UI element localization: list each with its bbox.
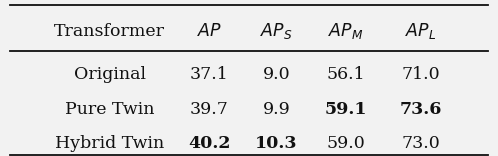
Text: 59.0: 59.0 — [327, 135, 366, 152]
Text: $AP_M$: $AP_M$ — [328, 21, 364, 41]
Text: Original: Original — [74, 66, 145, 83]
Text: 56.1: 56.1 — [327, 66, 366, 83]
Text: $AP$: $AP$ — [197, 23, 222, 40]
Text: 71.0: 71.0 — [401, 66, 440, 83]
Text: 10.3: 10.3 — [255, 135, 298, 152]
Text: Pure Twin: Pure Twin — [65, 101, 154, 118]
Text: 59.1: 59.1 — [325, 101, 368, 118]
Text: 37.1: 37.1 — [190, 66, 229, 83]
Text: 40.2: 40.2 — [188, 135, 231, 152]
Text: $AP_S$: $AP_S$ — [260, 21, 293, 41]
Text: $AP_L$: $AP_L$ — [405, 21, 436, 41]
Text: 73.0: 73.0 — [401, 135, 440, 152]
Text: 9.0: 9.0 — [262, 66, 290, 83]
Text: Transformer: Transformer — [54, 23, 165, 40]
Text: 39.7: 39.7 — [190, 101, 229, 118]
Text: Hybrid Twin: Hybrid Twin — [55, 135, 164, 152]
Text: 73.6: 73.6 — [399, 101, 442, 118]
Text: 9.9: 9.9 — [262, 101, 290, 118]
